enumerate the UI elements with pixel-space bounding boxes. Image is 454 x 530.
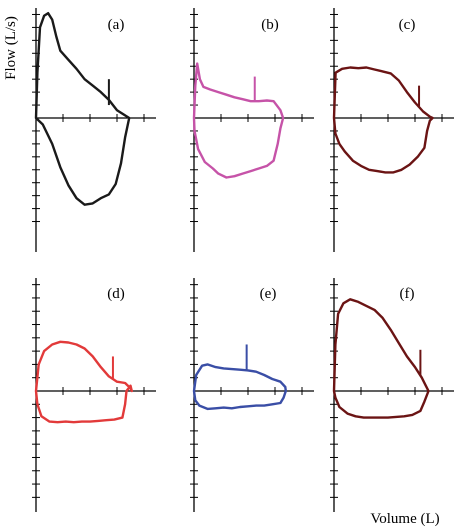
y-axis-label: Flow (L/s) <box>3 16 19 80</box>
flow-volume-loop <box>192 62 285 179</box>
flow-volume-loop <box>192 363 287 411</box>
flow-volume-loop <box>34 340 133 424</box>
panel-label: (f) <box>400 286 415 302</box>
flow-volume-loop <box>34 12 131 206</box>
panels-layer: (a) (b) (c) (d) (e) (f) <box>32 8 454 512</box>
panel-1: (a) <box>32 8 156 252</box>
panel-label: (a) <box>108 17 125 33</box>
panel-label: (b) <box>261 17 279 33</box>
panel-2: (b) <box>190 8 314 252</box>
panel-4: (d) <box>32 278 156 512</box>
flow-volume-loop <box>332 298 430 419</box>
panel-label: (e) <box>260 286 277 302</box>
flow-volume-loop <box>332 66 434 174</box>
panel-3: (c) <box>330 8 454 252</box>
panel-label: (c) <box>399 17 416 33</box>
panel-6: (f) <box>330 278 454 512</box>
x-axis-label: Volume (L) <box>370 511 439 527</box>
panel-label: (d) <box>107 286 125 302</box>
panel-5: (e) <box>190 278 314 512</box>
